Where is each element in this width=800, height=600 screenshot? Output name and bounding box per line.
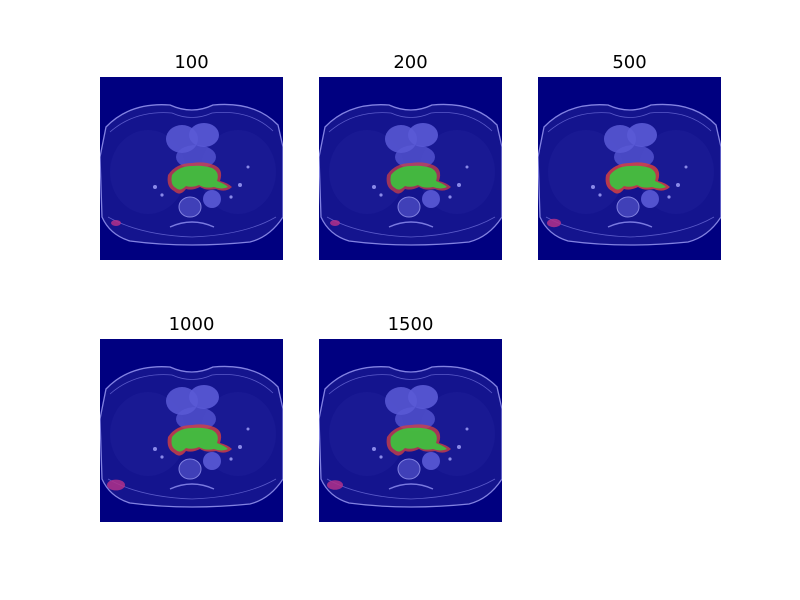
ct-slice-image — [100, 77, 283, 260]
ct-slice-svg — [538, 77, 721, 260]
panel-title: 100 — [174, 52, 209, 73]
panel-title: 200 — [393, 52, 428, 73]
panel-1000: 1000 — [100, 314, 283, 522]
panel-title: 500 — [612, 52, 647, 73]
panel-title: 1000 — [168, 314, 215, 335]
ct-slice-image — [319, 339, 502, 522]
panel-1500: 1500 — [319, 314, 502, 522]
ct-slice-image — [538, 77, 721, 260]
panel-200: 200 — [319, 52, 502, 260]
ct-slice-image — [319, 77, 502, 260]
ct-slice-svg — [100, 77, 283, 260]
ct-slice-image — [100, 339, 283, 522]
panel-500: 500 — [538, 52, 721, 260]
panel-title: 1500 — [387, 314, 434, 335]
ct-slice-svg — [319, 339, 502, 522]
ct-slice-svg — [319, 77, 502, 260]
panel-100: 100 — [100, 52, 283, 260]
ct-slice-svg — [100, 339, 283, 522]
